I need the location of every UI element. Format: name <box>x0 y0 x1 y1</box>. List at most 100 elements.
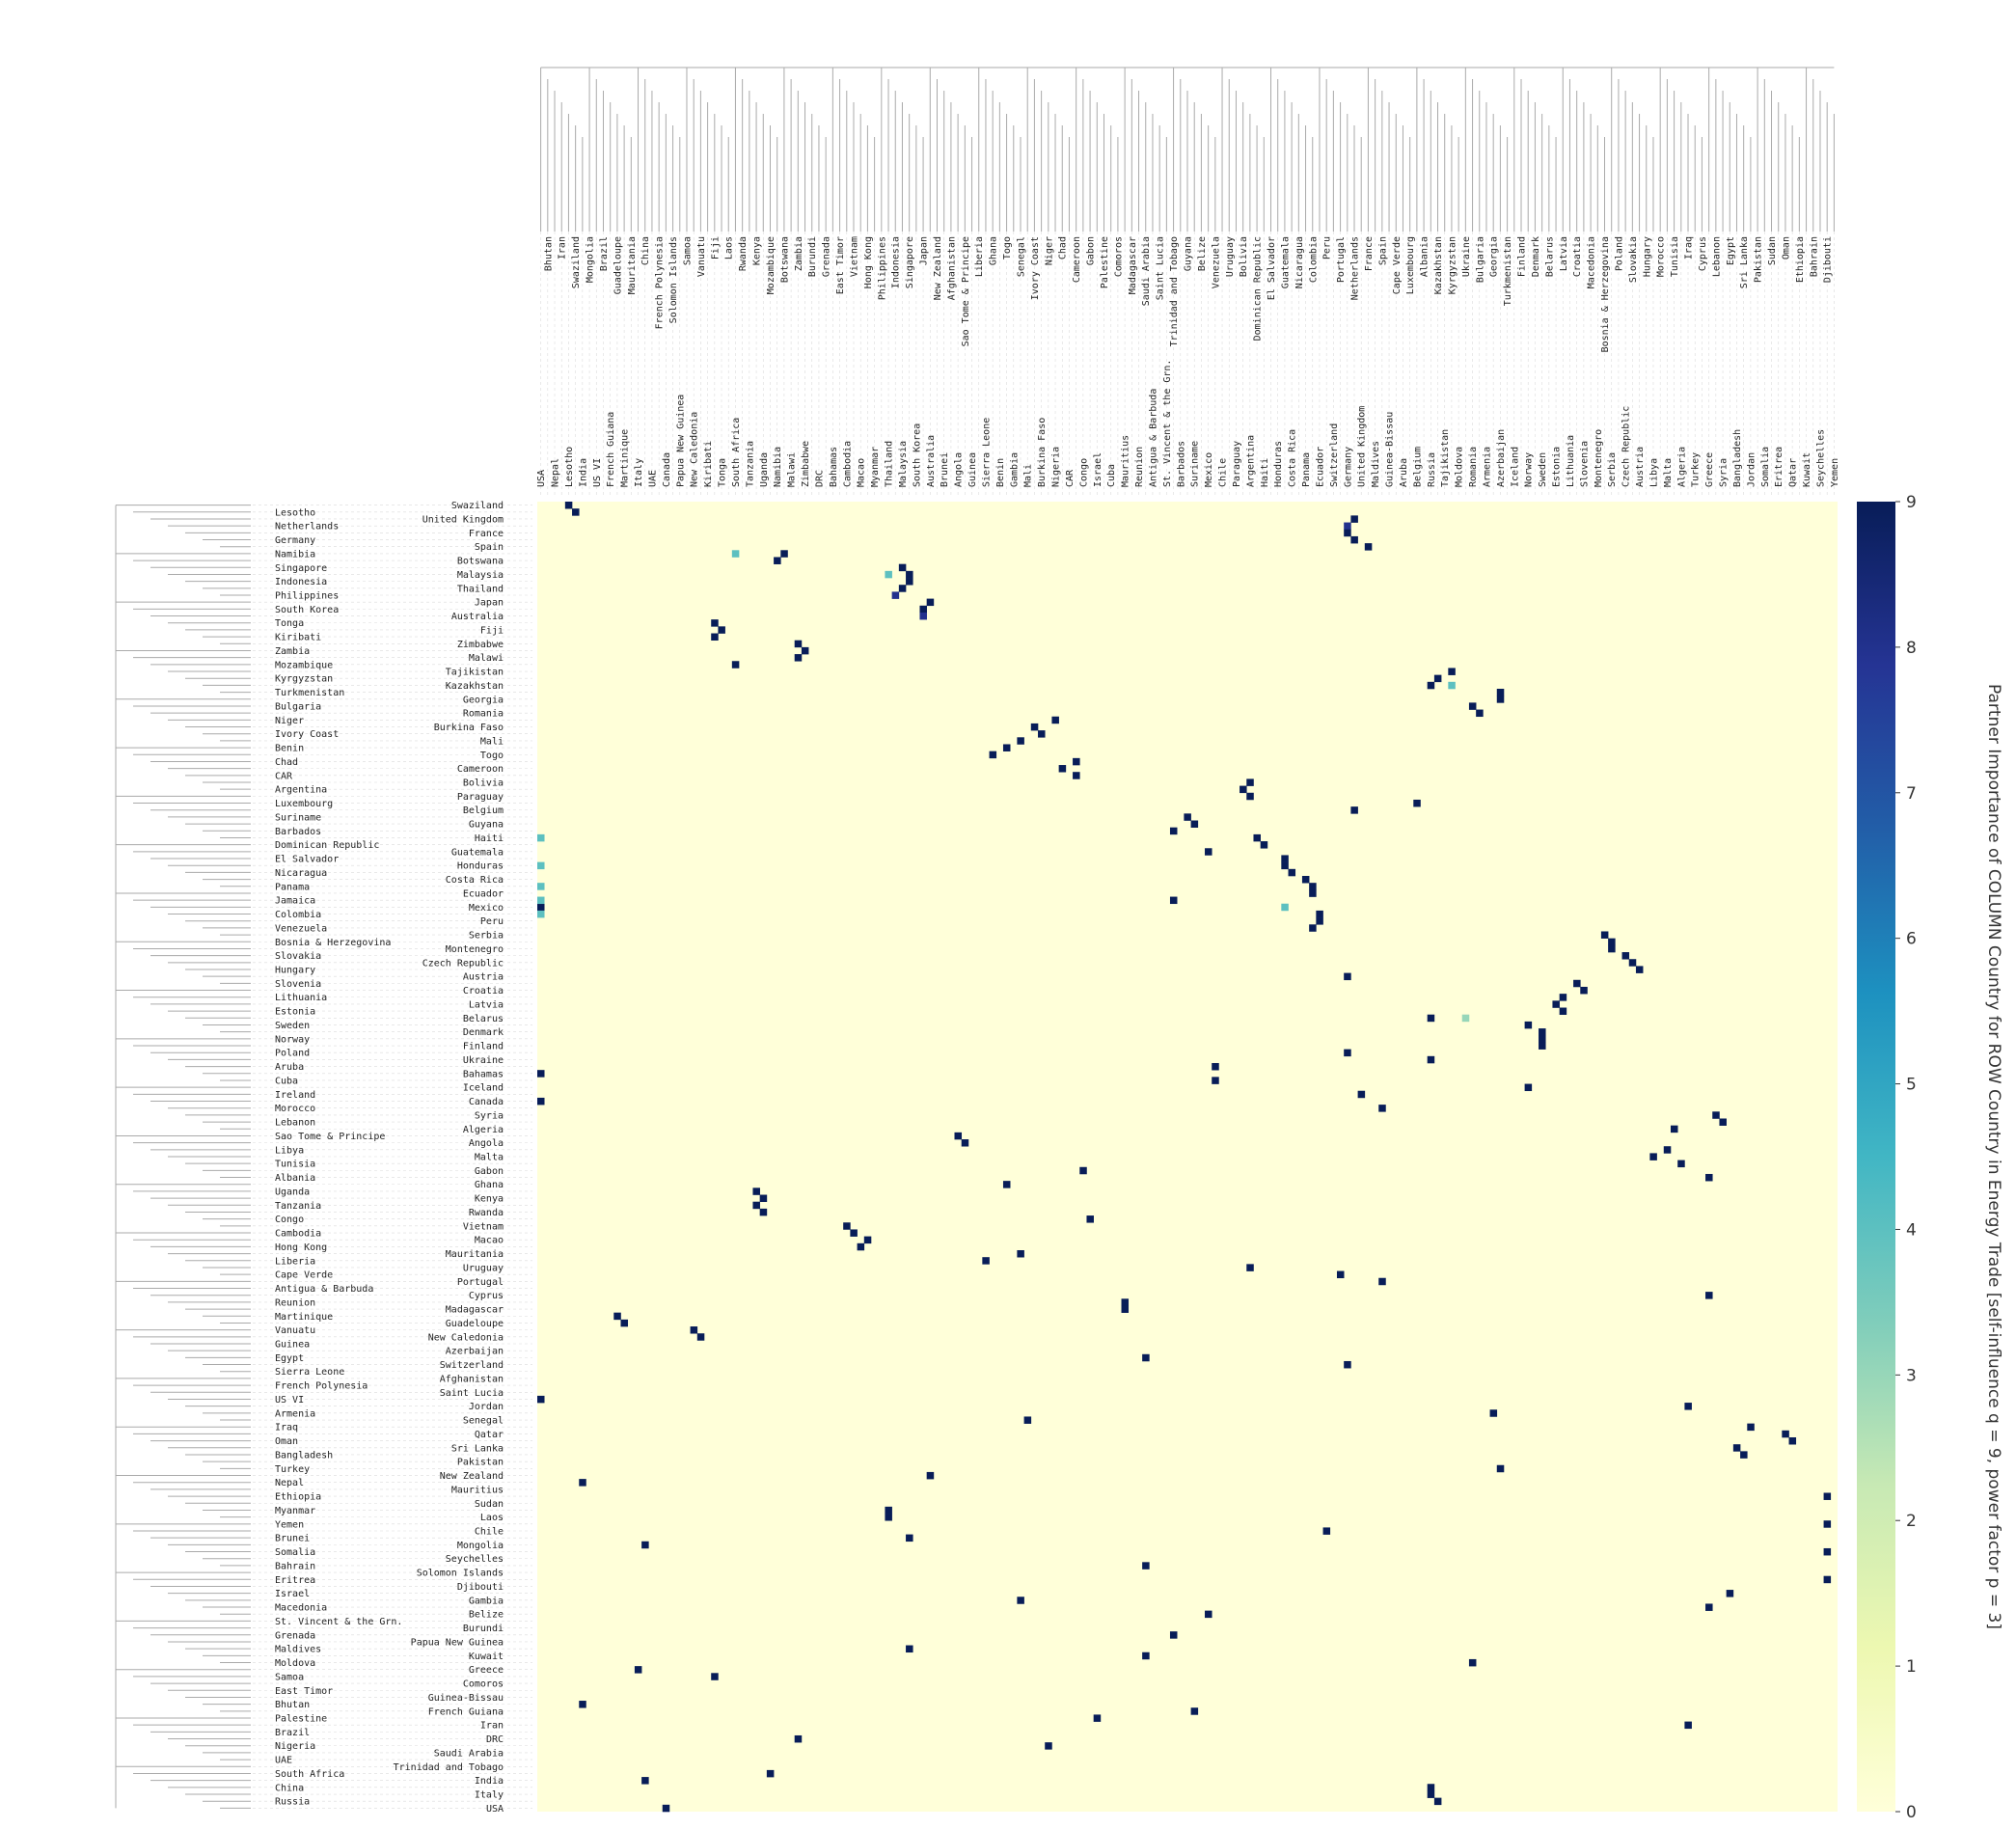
row-label: Cape Verde <box>275 1270 333 1281</box>
row-label: Philippines <box>275 591 339 602</box>
heatmap-cell <box>780 550 788 558</box>
row-label: Azerbaijan <box>446 1347 504 1357</box>
row-label: Kyrgyzstan <box>275 674 333 685</box>
column-label: El Salvador <box>1267 236 1277 300</box>
row-label: France <box>469 529 504 539</box>
row-label: Guinea-Bissau <box>428 1693 504 1704</box>
heatmap-cell <box>537 883 545 890</box>
heatmap-cell <box>641 1777 649 1785</box>
column-label: Montenegro <box>1594 429 1604 487</box>
row-label: Indonesia <box>275 577 327 587</box>
row-label: Serbia <box>469 931 504 942</box>
column-label: Mali <box>1023 464 1034 487</box>
heatmap-cell <box>1017 737 1024 745</box>
row-label: Liberia <box>275 1256 315 1267</box>
row-label: Chile <box>475 1527 504 1538</box>
column-label: Grenada <box>822 236 832 277</box>
heatmap-cell <box>885 1514 892 1521</box>
row-label: Mongolia <box>457 1541 504 1551</box>
heatmap-cell <box>1260 841 1268 849</box>
row-label: Norway <box>275 1034 310 1045</box>
row-label: Paraguay <box>457 792 504 803</box>
row-label: Papua New Guinea <box>411 1637 504 1648</box>
column-label: Macao <box>857 458 867 487</box>
column-label: New Zealand <box>933 236 943 300</box>
row-label: Qatar <box>475 1430 504 1440</box>
column-label: Saudi Arabia <box>1141 236 1152 306</box>
row-label: Israel <box>275 1589 310 1599</box>
column-label: Tunisia <box>1670 236 1680 277</box>
column-label: Malawi <box>787 452 798 487</box>
column-label: Indonesia <box>891 236 902 288</box>
colorbar-tick-label: 0 <box>1906 1803 1917 1822</box>
row-label: Senegal <box>463 1416 504 1427</box>
heatmap-cell <box>857 1242 865 1251</box>
row-label: Guadeloupe <box>446 1319 504 1329</box>
row-label: Malawi <box>469 653 504 664</box>
heatmap-cell <box>906 578 913 586</box>
row-label: Guyana <box>469 820 504 831</box>
column-label: Trinidad and Tobago <box>1169 236 1180 346</box>
heatmap-cell <box>690 1326 698 1334</box>
heatmap-cell <box>961 1139 969 1147</box>
column-label: Georgia <box>1489 236 1500 277</box>
row-label: Colombia <box>275 910 321 920</box>
heatmap-cell <box>1142 1652 1150 1660</box>
heatmap-cell <box>537 903 545 912</box>
heatmap-cell <box>1246 792 1254 801</box>
row-label: Ivory Coast <box>275 729 339 740</box>
row-label: Nepal <box>275 1478 304 1488</box>
column-label: Senegal <box>1016 236 1026 277</box>
row-label: Luxembourg <box>275 799 333 809</box>
column-label: Guyana <box>1184 236 1194 271</box>
column-label: Chad <box>1058 236 1069 259</box>
heatmap-cell <box>718 626 725 634</box>
column-label: Armenia <box>1482 447 1492 487</box>
row-label: China <box>275 1783 304 1793</box>
row-label: Benin <box>275 744 304 754</box>
column-label: Fiji <box>710 236 721 259</box>
row-label: Mauritius <box>451 1485 504 1495</box>
column-label: Paraguay <box>1232 441 1242 487</box>
row-label: Lesotho <box>275 507 315 518</box>
row-label: Swaziland <box>451 501 504 511</box>
heatmap-cell <box>906 1534 913 1542</box>
heatmap-cell <box>1240 785 1247 794</box>
row-label: Syria <box>475 1110 504 1121</box>
row-label: Haiti <box>475 833 504 844</box>
column-label: Jordan <box>1746 452 1757 487</box>
heatmap-cell <box>1489 1409 1498 1417</box>
row-label: Cameroon <box>457 764 504 775</box>
row-label: Iran <box>480 1721 504 1732</box>
row-label: Dominican Republic <box>275 840 379 851</box>
heatmap-cell <box>1309 889 1317 897</box>
row-label: El Salvador <box>275 855 339 865</box>
heatmap-cell <box>1600 931 1609 939</box>
row-label: Cuba <box>275 1076 298 1086</box>
row-label: Honduras <box>457 861 504 872</box>
heatmap-cell <box>1079 1166 1087 1175</box>
row-label: New Zealand <box>440 1471 504 1482</box>
heatmap-cell <box>1002 744 1011 751</box>
heatmap-cell <box>537 1395 545 1404</box>
row-label: Gambia <box>469 1596 504 1606</box>
row-label: Niger <box>275 716 304 726</box>
column-label: Laos <box>724 236 735 259</box>
heatmap-cell <box>731 550 740 558</box>
row-label: Finland <box>463 1042 504 1052</box>
column-label: Poland <box>1614 236 1624 271</box>
row-label: Moldova <box>275 1658 315 1669</box>
heatmap-cell <box>1670 1125 1678 1133</box>
column-label: Mauritius <box>1121 435 1131 487</box>
row-label: Antigua & Barbuda <box>275 1284 373 1295</box>
column-label: Panama <box>1301 452 1312 487</box>
column-label: China <box>640 236 651 265</box>
heatmap-cell <box>752 1187 760 1195</box>
column-label: Cambodia <box>842 441 853 487</box>
row-label: Tanzania <box>275 1201 321 1212</box>
column-label: Bhutan <box>543 236 554 271</box>
heatmap-cell <box>1121 1305 1130 1313</box>
column-label: Cameroon <box>1072 236 1082 283</box>
heatmap-cell <box>1378 1277 1386 1286</box>
column-label: Bahrain <box>1809 236 1819 277</box>
